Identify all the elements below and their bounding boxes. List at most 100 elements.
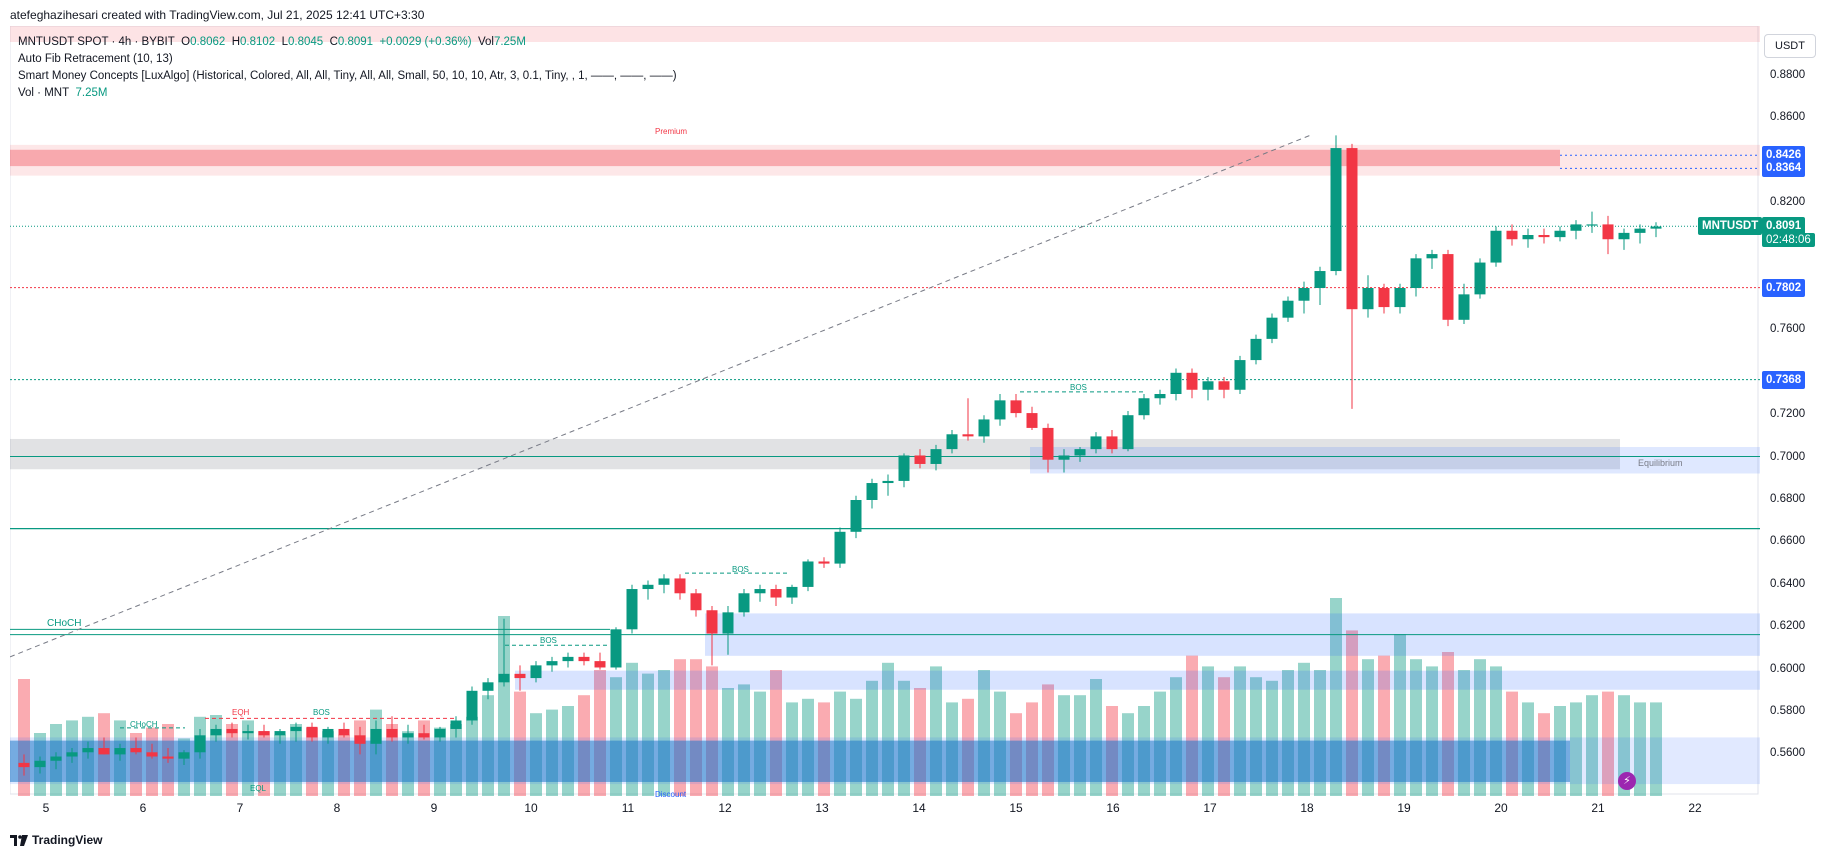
- high-label: H: [231, 36, 241, 48]
- candle-body: [834, 531, 846, 564]
- price-tick: 0.6800: [1770, 493, 1806, 505]
- price-tag: 0.8364: [1762, 159, 1806, 178]
- low-value: 0.8045: [288, 36, 324, 48]
- candle-body: [1650, 226, 1662, 229]
- bos-label: BOS: [1070, 383, 1087, 392]
- price-tick: 0.7000: [1770, 450, 1806, 463]
- equilibrium-label: Equilibrium: [1638, 458, 1683, 468]
- candle-body: [114, 748, 126, 755]
- candle-body: [1138, 398, 1150, 416]
- candle-body: [1186, 372, 1198, 390]
- open-label: O: [181, 36, 191, 48]
- candle-body: [514, 673, 526, 679]
- candle-body: [1378, 288, 1390, 308]
- candle-body: [1490, 230, 1502, 263]
- candle-body: [1074, 449, 1086, 456]
- levels-layer: [10, 134, 1760, 729]
- discount-label: Discount: [655, 790, 687, 799]
- candle-body: [818, 561, 830, 564]
- high-value: 0.8102: [240, 36, 276, 48]
- candle-body: [722, 612, 734, 634]
- candle-body: [626, 589, 638, 630]
- candle-body: [1106, 436, 1118, 450]
- time-tick: 11: [621, 801, 635, 815]
- price-tag: 0.7368: [1762, 370, 1806, 389]
- candle-body: [1426, 254, 1438, 259]
- candle-body: [930, 449, 942, 464]
- candle-body: [402, 733, 414, 738]
- volume-indicator-value: 7.25M: [75, 87, 108, 99]
- candle-body: [1042, 427, 1054, 460]
- chart-background-layer: [10, 26, 1759, 795]
- candlestick-chart[interactable]: [10, 26, 1760, 796]
- candle-body: [338, 728, 350, 736]
- time-tick: 6: [139, 801, 147, 815]
- footer[interactable]: TradingView: [10, 833, 102, 847]
- smc-indicator-legend[interactable]: Smart Money Concepts [LuxAlgo] (Historic…: [18, 70, 677, 82]
- time-tick: 9: [430, 801, 438, 815]
- time-tick: 15: [1009, 801, 1023, 815]
- candle-body: [210, 728, 222, 736]
- price-tick: 0.6200: [1770, 620, 1806, 633]
- candle-body: [1330, 148, 1342, 272]
- candle-body: [322, 728, 334, 738]
- bos-label: BOS: [540, 636, 557, 645]
- candle-body: [1458, 294, 1470, 320]
- candle-body: [1522, 235, 1534, 240]
- vol-label: Vol: [477, 36, 494, 48]
- choch-label-large: CHoCH: [47, 618, 82, 629]
- price-tick: 0.7600: [1770, 323, 1806, 336]
- chart-area[interactable]: [10, 26, 1760, 796]
- candle-body: [1234, 360, 1246, 390]
- price-tag: 0.7802: [1762, 278, 1806, 297]
- symbol-line: MNTUSDT SPOT · 4h · BYBIT: [18, 36, 175, 48]
- candle-body: [978, 419, 990, 437]
- candle-body: [1218, 381, 1230, 390]
- candle-body: [194, 735, 206, 753]
- candle-body: [546, 661, 558, 666]
- lightning-icon[interactable]: ⚡: [1618, 772, 1636, 790]
- low-label: L: [281, 36, 288, 48]
- time-tick: 18: [1300, 801, 1314, 815]
- open-value: 0.8062: [190, 36, 226, 48]
- candle-body: [850, 500, 862, 532]
- candle-body: [754, 589, 766, 594]
- bos-label: BOS: [313, 708, 330, 717]
- candle-body: [146, 752, 158, 757]
- bos-label: BOS: [732, 565, 749, 574]
- candle-body: [1394, 288, 1406, 308]
- candle-body: [1506, 230, 1518, 240]
- candle-body: [1298, 288, 1310, 301]
- candle-body: [290, 726, 302, 732]
- candle-body: [50, 756, 62, 761]
- order-block-zone: [515, 670, 1760, 690]
- candle-body: [578, 656, 590, 662]
- candle-body: [738, 593, 750, 613]
- tradingview-logo-icon: [10, 834, 28, 846]
- order-block-zone: [1030, 447, 1760, 474]
- time-tick: 17: [1203, 801, 1217, 815]
- fib-indicator-legend[interactable]: Auto Fib Retracement (10, 13): [18, 53, 173, 65]
- candle-body: [1554, 230, 1566, 238]
- candle-body: [1618, 232, 1630, 240]
- candle-body: [450, 720, 462, 729]
- candle-body: [162, 756, 174, 759]
- equilibrium-zone: [10, 438, 1620, 470]
- currency-selector[interactable]: USDT: [1764, 34, 1816, 58]
- candle-body: [370, 728, 382, 744]
- volume-indicator-legend[interactable]: Vol · MNT 7.25M: [18, 87, 107, 99]
- symbol-legend[interactable]: MNTUSDT SPOT · 4h · BYBIT O0.8062 H0.810…: [18, 36, 526, 48]
- candle-body: [786, 586, 798, 598]
- time-tick: 19: [1397, 801, 1411, 815]
- time-tick: 20: [1494, 801, 1508, 815]
- candle-body: [386, 728, 398, 738]
- candle-body: [1362, 288, 1374, 310]
- candle-body: [594, 661, 606, 668]
- price-tick: 0.6600: [1770, 535, 1806, 548]
- time-tick: 21: [1591, 801, 1605, 815]
- volume-bar: [1650, 702, 1662, 796]
- candle-body: [962, 434, 974, 437]
- candle-body: [482, 682, 494, 691]
- premium-zone-extension: [10, 144, 1760, 176]
- footer-brand: TradingView: [32, 833, 103, 847]
